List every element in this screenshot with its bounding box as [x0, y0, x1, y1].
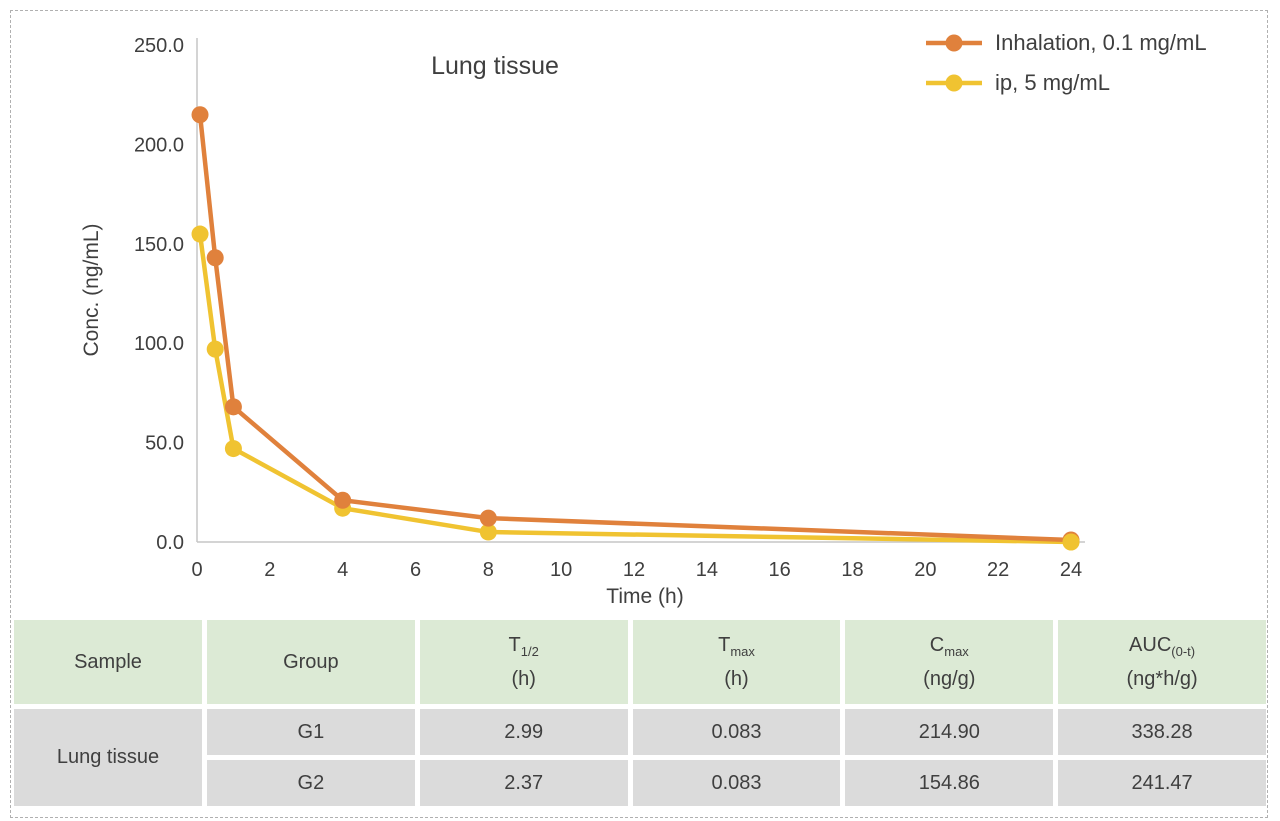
series-1-point [479, 523, 497, 541]
series-0-point [334, 491, 352, 509]
x-tick-label: 24 [1060, 559, 1082, 581]
x-tick-label: 4 [337, 559, 348, 581]
series-1-line [197, 233, 1072, 545]
series-0-point [206, 249, 224, 267]
x-tick-label: 8 [483, 559, 494, 581]
x-tick-label: 2 [264, 559, 275, 581]
series-1-point [206, 340, 224, 358]
x-tick-label: 20 [914, 559, 936, 581]
x-tick-label: 18 [841, 559, 863, 581]
x-tick-label: 14 [696, 559, 718, 581]
table-cell-sample: Lung tissue [14, 709, 202, 806]
table-cell-c-max-g1: 214.90 [845, 709, 1054, 755]
x-tick-label: 10 [550, 559, 572, 581]
x-tick-label: 6 [410, 559, 421, 581]
table-cell-c-max-g2: 154.86 [845, 760, 1054, 806]
y-tick-label: 100.0 [134, 333, 184, 355]
series-0-line [197, 114, 1072, 543]
y-tick-label: 150.0 [134, 234, 184, 256]
series-0-point [224, 398, 242, 416]
series-0-point [191, 106, 209, 124]
legend-item-inhalation: Inhalation, 0.1 mg/mL [925, 30, 1207, 56]
x-tick-label: 22 [987, 559, 1009, 581]
y-tick-label: 250.0 [134, 35, 184, 57]
x-axis-title: Time (h) [606, 585, 684, 608]
table-cell-t-half-g1: 2.99 [419, 709, 628, 755]
x-tick-label: 16 [769, 559, 791, 581]
series-1-point [1062, 533, 1080, 551]
y-tick-label: 200.0 [134, 134, 184, 156]
table-cell-t-max-g1: 0.083 [632, 709, 841, 755]
table-cell-group-g2: G2 [207, 760, 415, 806]
y-tick-label: 50.0 [145, 433, 184, 455]
x-tick-label: 12 [623, 559, 645, 581]
y-axis-title: Conc. (ng/mL) [80, 223, 103, 357]
pk-concentration-chart: 0.0 50.0 100.0 150.0 200.0 250.0 0 2 4 6 8 10 12 14 16… [80, 30, 1207, 608]
table-cell-group-g1: G1 [207, 709, 415, 755]
table-header-group: Group [207, 620, 415, 704]
chart-title: Lung tissue [431, 52, 559, 80]
table-cell-t-max-g2: 0.083 [632, 760, 841, 806]
table-cell-t-half-g2: 2.37 [419, 760, 628, 806]
line-dot-marker-icon [926, 74, 982, 92]
pk-parameters-table: Sample Group T1/2 (h) Tmax (h) Cmax (ng/… [14, 620, 1266, 806]
series-1-point [224, 440, 242, 458]
table-cell-auc-g2: 241.47 [1058, 760, 1266, 806]
legend: Inhalation, 0.1 mg/mL ip, 5 mg/mL [925, 30, 1207, 96]
table-header-t-half: T1/2 (h) [419, 620, 628, 704]
line-dot-marker-icon [926, 34, 982, 52]
series-1-point [191, 225, 209, 243]
table-cell-auc-g1: 338.28 [1058, 709, 1266, 755]
legend-label: Inhalation, 0.1 mg/mL [995, 30, 1207, 55]
x-tick-label: 0 [191, 559, 202, 581]
table-header-sample: Sample [14, 620, 202, 704]
table-header-auc: AUC(0-t) (ng*h/g) [1058, 620, 1266, 704]
table-header-t-max: Tmax (h) [632, 620, 841, 704]
table-header-c-max: Cmax (ng/g) [845, 620, 1054, 704]
series-0-point [479, 509, 497, 527]
legend-label: ip, 5 mg/mL [995, 70, 1110, 95]
legend-item-ip: ip, 5 mg/mL [925, 70, 1207, 96]
y-tick-label: 0.0 [156, 532, 184, 554]
